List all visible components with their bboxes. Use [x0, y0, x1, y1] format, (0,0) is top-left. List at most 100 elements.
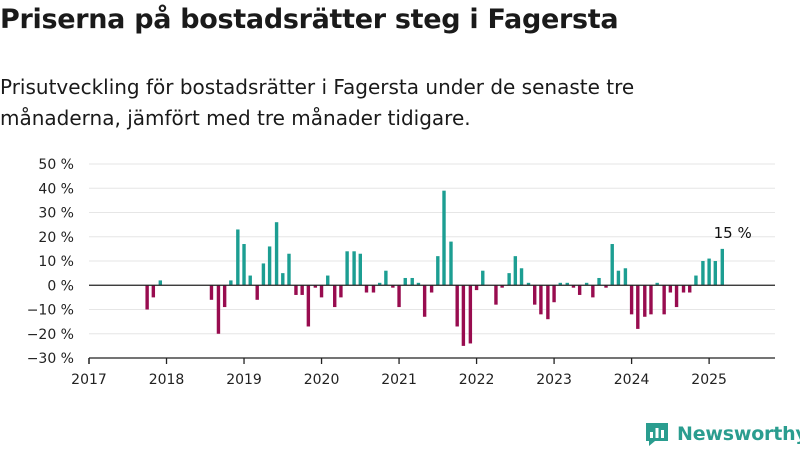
bar — [604, 285, 608, 288]
bar — [281, 273, 285, 286]
y-tick-label: −30 % — [27, 351, 74, 367]
newsworthy-logo-text: Newsworthy — [677, 423, 800, 445]
bar — [577, 285, 582, 295]
x-tick-label: 2025 — [691, 372, 727, 388]
bar — [591, 285, 595, 298]
bar — [623, 268, 628, 286]
bar — [436, 256, 440, 286]
bar — [449, 241, 453, 286]
bar — [688, 285, 692, 293]
bar — [267, 246, 272, 286]
bar — [701, 261, 705, 286]
bar — [500, 285, 504, 288]
bar — [558, 282, 562, 286]
bar — [248, 275, 252, 286]
bar — [229, 280, 233, 286]
bar — [294, 285, 298, 295]
y-tick-label: 40 % — [38, 181, 74, 197]
y-tick-label: 30 % — [38, 206, 74, 222]
bar — [416, 282, 421, 286]
bar — [151, 285, 156, 298]
bar — [461, 285, 466, 346]
bar — [668, 285, 673, 293]
bar — [255, 285, 259, 300]
bar — [546, 285, 550, 320]
x-tick-label: 2018 — [149, 372, 185, 388]
bar — [629, 285, 634, 315]
bar — [358, 253, 362, 286]
bar — [539, 285, 543, 315]
axes — [88, 284, 775, 364]
x-tick-label: 2020 — [304, 372, 340, 388]
bar — [339, 285, 343, 298]
bar — [306, 285, 311, 327]
bar — [377, 282, 382, 286]
annotation-label: 15 % — [714, 224, 752, 242]
bar — [403, 277, 407, 286]
bar — [584, 282, 589, 286]
y-tick-label: 20 % — [38, 230, 74, 246]
bar — [720, 248, 724, 286]
y-tick-label: −20 % — [27, 327, 74, 343]
newsworthy-logo[interactable]: Newsworthy — [644, 420, 800, 448]
tick-labels: −30 % −20 % −10 % 0 % 10 % 20 % 30 % 40 % 50 % 20… — [27, 157, 752, 388]
bar — [513, 256, 518, 286]
bar — [481, 270, 485, 286]
y-tick-label: −10 % — [27, 303, 74, 319]
chart-subtitle: Prisutveckling för bostadsrätter i Fager… — [0, 75, 635, 130]
bar — [326, 275, 330, 286]
bar — [242, 244, 246, 286]
y-tick-label: 50 % — [38, 157, 74, 173]
bar — [410, 277, 414, 286]
bar — [616, 270, 621, 286]
gridlines — [89, 163, 775, 335]
x-tick-label: 2024 — [614, 372, 650, 388]
bar — [571, 285, 576, 288]
bar — [333, 285, 337, 308]
bar — [610, 244, 614, 286]
bar — [507, 273, 511, 286]
bar — [474, 285, 479, 291]
bar — [674, 285, 679, 308]
bar — [662, 285, 666, 315]
bar — [468, 285, 473, 344]
bar — [519, 268, 524, 286]
bar — [552, 285, 556, 303]
x-tick-label: 2019 — [226, 372, 262, 388]
bar — [565, 282, 569, 286]
bar — [384, 270, 388, 286]
bar — [422, 285, 427, 317]
bar — [533, 285, 537, 305]
y-tick-label: 0 % — [47, 278, 74, 294]
bar — [429, 285, 434, 293]
y-tick-label: 10 % — [38, 254, 74, 270]
bar — [209, 285, 214, 300]
bar — [364, 285, 369, 293]
bars — [145, 190, 724, 346]
bar — [216, 285, 221, 334]
bar — [222, 285, 227, 308]
chart-title: Priserna på bostadsrätter steg i Fagerst… — [0, 4, 619, 35]
newsworthy-logo-icon — [646, 423, 668, 446]
bar — [352, 251, 356, 286]
bar — [707, 258, 711, 286]
bar — [261, 263, 266, 286]
bar — [636, 285, 640, 329]
x-tick-label: 2021 — [381, 372, 417, 388]
bar — [526, 282, 531, 286]
bar — [681, 285, 686, 293]
bar — [494, 285, 498, 305]
bar — [274, 222, 279, 286]
bar — [655, 282, 659, 286]
x-tick-label: 2022 — [459, 372, 495, 388]
bar — [319, 285, 324, 298]
bar — [597, 277, 601, 286]
bar — [158, 280, 163, 286]
bar — [694, 275, 698, 286]
bar — [713, 261, 718, 286]
bar — [287, 253, 291, 286]
x-tick-label: 2023 — [536, 372, 572, 388]
bar — [313, 285, 318, 288]
bar — [455, 285, 459, 327]
